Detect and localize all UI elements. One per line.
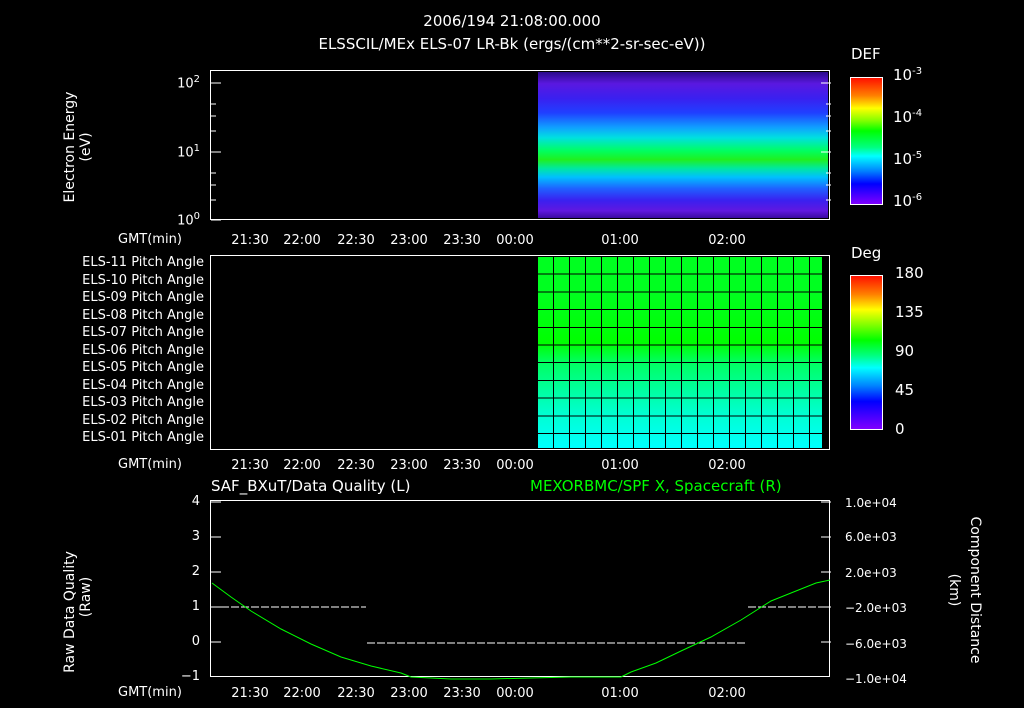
plot-subtitle: ELSSCIL/MEx ELS-07 LR-Bk (ergs/(cm**2-sr… [318,35,706,53]
pitch-row-label: ELS-08 Pitch Angle [82,307,204,323]
xtick: 22:30 [337,233,375,248]
deg-colorbar-tick: 135 [895,303,924,321]
xtick: 23:30 [443,458,481,473]
spectrogram-xlabel: GMT(min) [118,232,182,247]
xtick: 23:00 [390,233,428,248]
pitch-row-label: ELS-01 Pitch Angle [82,430,204,445]
lineplot-ylabel-right-unit: (km) [946,573,962,607]
lineplot-ytick-right: −2.0e+03 [845,601,907,615]
xtick: 23:30 [443,686,481,701]
xtick: 22:30 [337,686,375,701]
pitch-xlabel: GMT(min) [118,457,182,472]
lineplot-left-title: SAF_BXuT/Data Quality (L) [211,477,411,495]
spectrogram-ytick-100: 102 [177,74,200,92]
lineplot-ytick-left: 2 [191,564,200,579]
xtick: 01:00 [601,458,639,473]
plot-timestamp: 2006/194 21:08:00.000 [423,12,601,30]
pitch-row-label: ELS-11 Pitch Angle [82,255,204,270]
def-colorbar-title: DEF [851,45,881,63]
deg-colorbar-tick: 0 [895,420,905,438]
lineplot-ylabel-right: Component Distance [967,516,983,664]
def-colorbar [850,77,883,205]
lineplot-ytick-left: 3 [191,529,200,544]
xtick: 23:00 [390,686,428,701]
spectrogram-ytick-10: 101 [177,143,200,161]
deg-colorbar [850,275,883,430]
spectrogram-ylabel-unit: (eV) [78,132,94,162]
pitch-row-labels: ELS-11 Pitch Angle ELS-10 Pitch Angle EL… [40,256,204,449]
lineplot-ytick-left: 0 [191,634,200,649]
spectrogram-data [538,72,828,218]
lineplot-ytick-right: 2.0e+03 [845,566,897,580]
pitch-row-label: ELS-07 Pitch Angle [82,325,204,340]
xtick: 22:00 [283,233,321,248]
def-colorbar-tick: 10-6 [893,192,923,210]
xtick: 00:00 [496,458,534,473]
xtick: 02:00 [708,686,746,701]
lineplot-xlabel: GMT(min) [118,685,182,700]
pitch-row-label: ELS-05 Pitch Angle [82,360,204,375]
lineplot-plot [210,500,831,680]
lineplot-svg [211,501,831,680]
lineplot-ytick-left: −1 [180,669,200,684]
xtick: 01:00 [601,686,639,701]
spectrogram-ticks [211,82,831,221]
lineplot-ytick-right: −6.0e+03 [845,637,907,651]
xtick: 21:30 [231,233,269,248]
lineplot-ytick-right: 6.0e+03 [845,530,897,544]
xtick: 01:00 [601,233,639,248]
xtick: 23:00 [390,458,428,473]
spectrogram-ytick-1: 100 [177,211,200,229]
pitch-angle-plot [210,255,830,450]
xtick: 22:00 [283,686,321,701]
spacecraft-x-series [211,579,831,680]
pitch-row-label: ELS-02 Pitch Angle [82,412,204,428]
pitch-row-label: ELS-06 Pitch Angle [82,342,204,358]
pitch-row-label: ELS-09 Pitch Angle [82,290,204,305]
def-colorbar-tick: 10-4 [893,108,923,126]
pitch-row-label: ELS-10 Pitch Angle [82,272,204,288]
xtick: 22:00 [283,458,321,473]
def-colorbar-tick: 10-3 [893,66,923,84]
lineplot-ytick-left: 4 [191,494,200,509]
lineplot-ylabel-unit: (Raw) [78,576,94,618]
lineplot-right-title: MEXORBMC/SPF X, Spacecraft (R) [530,477,782,495]
deg-colorbar-title: Deg [851,244,882,262]
xtick: 21:30 [231,686,269,701]
lineplot-ytick-left: 1 [191,599,200,614]
xtick: 00:00 [496,233,534,248]
lineplot-ytick-right: 1.0e+04 [845,496,897,510]
xtick: 02:00 [708,233,746,248]
def-colorbar-tick: 10-5 [893,150,923,168]
deg-colorbar-tick: 180 [895,264,924,282]
spectrogram-ylabel: Electron Energy [62,91,78,203]
deg-colorbar-tick: 45 [895,381,915,399]
pitch-row-label: ELS-04 Pitch Angle [82,377,204,393]
xtick: 00:00 [496,686,534,701]
xtick: 22:30 [337,458,375,473]
xtick: 02:00 [708,458,746,473]
lineplot-ylabel: Raw Data Quality [62,551,78,673]
deg-colorbar-tick: 90 [895,342,915,360]
pitch-grid [538,257,822,448]
xtick: 21:30 [231,458,269,473]
spectrogram-plot [210,70,831,221]
xtick: 23:30 [443,233,481,248]
lineplot-ytick-right: −1.0e+04 [845,672,907,686]
pitch-row-label: ELS-03 Pitch Angle [82,395,204,410]
